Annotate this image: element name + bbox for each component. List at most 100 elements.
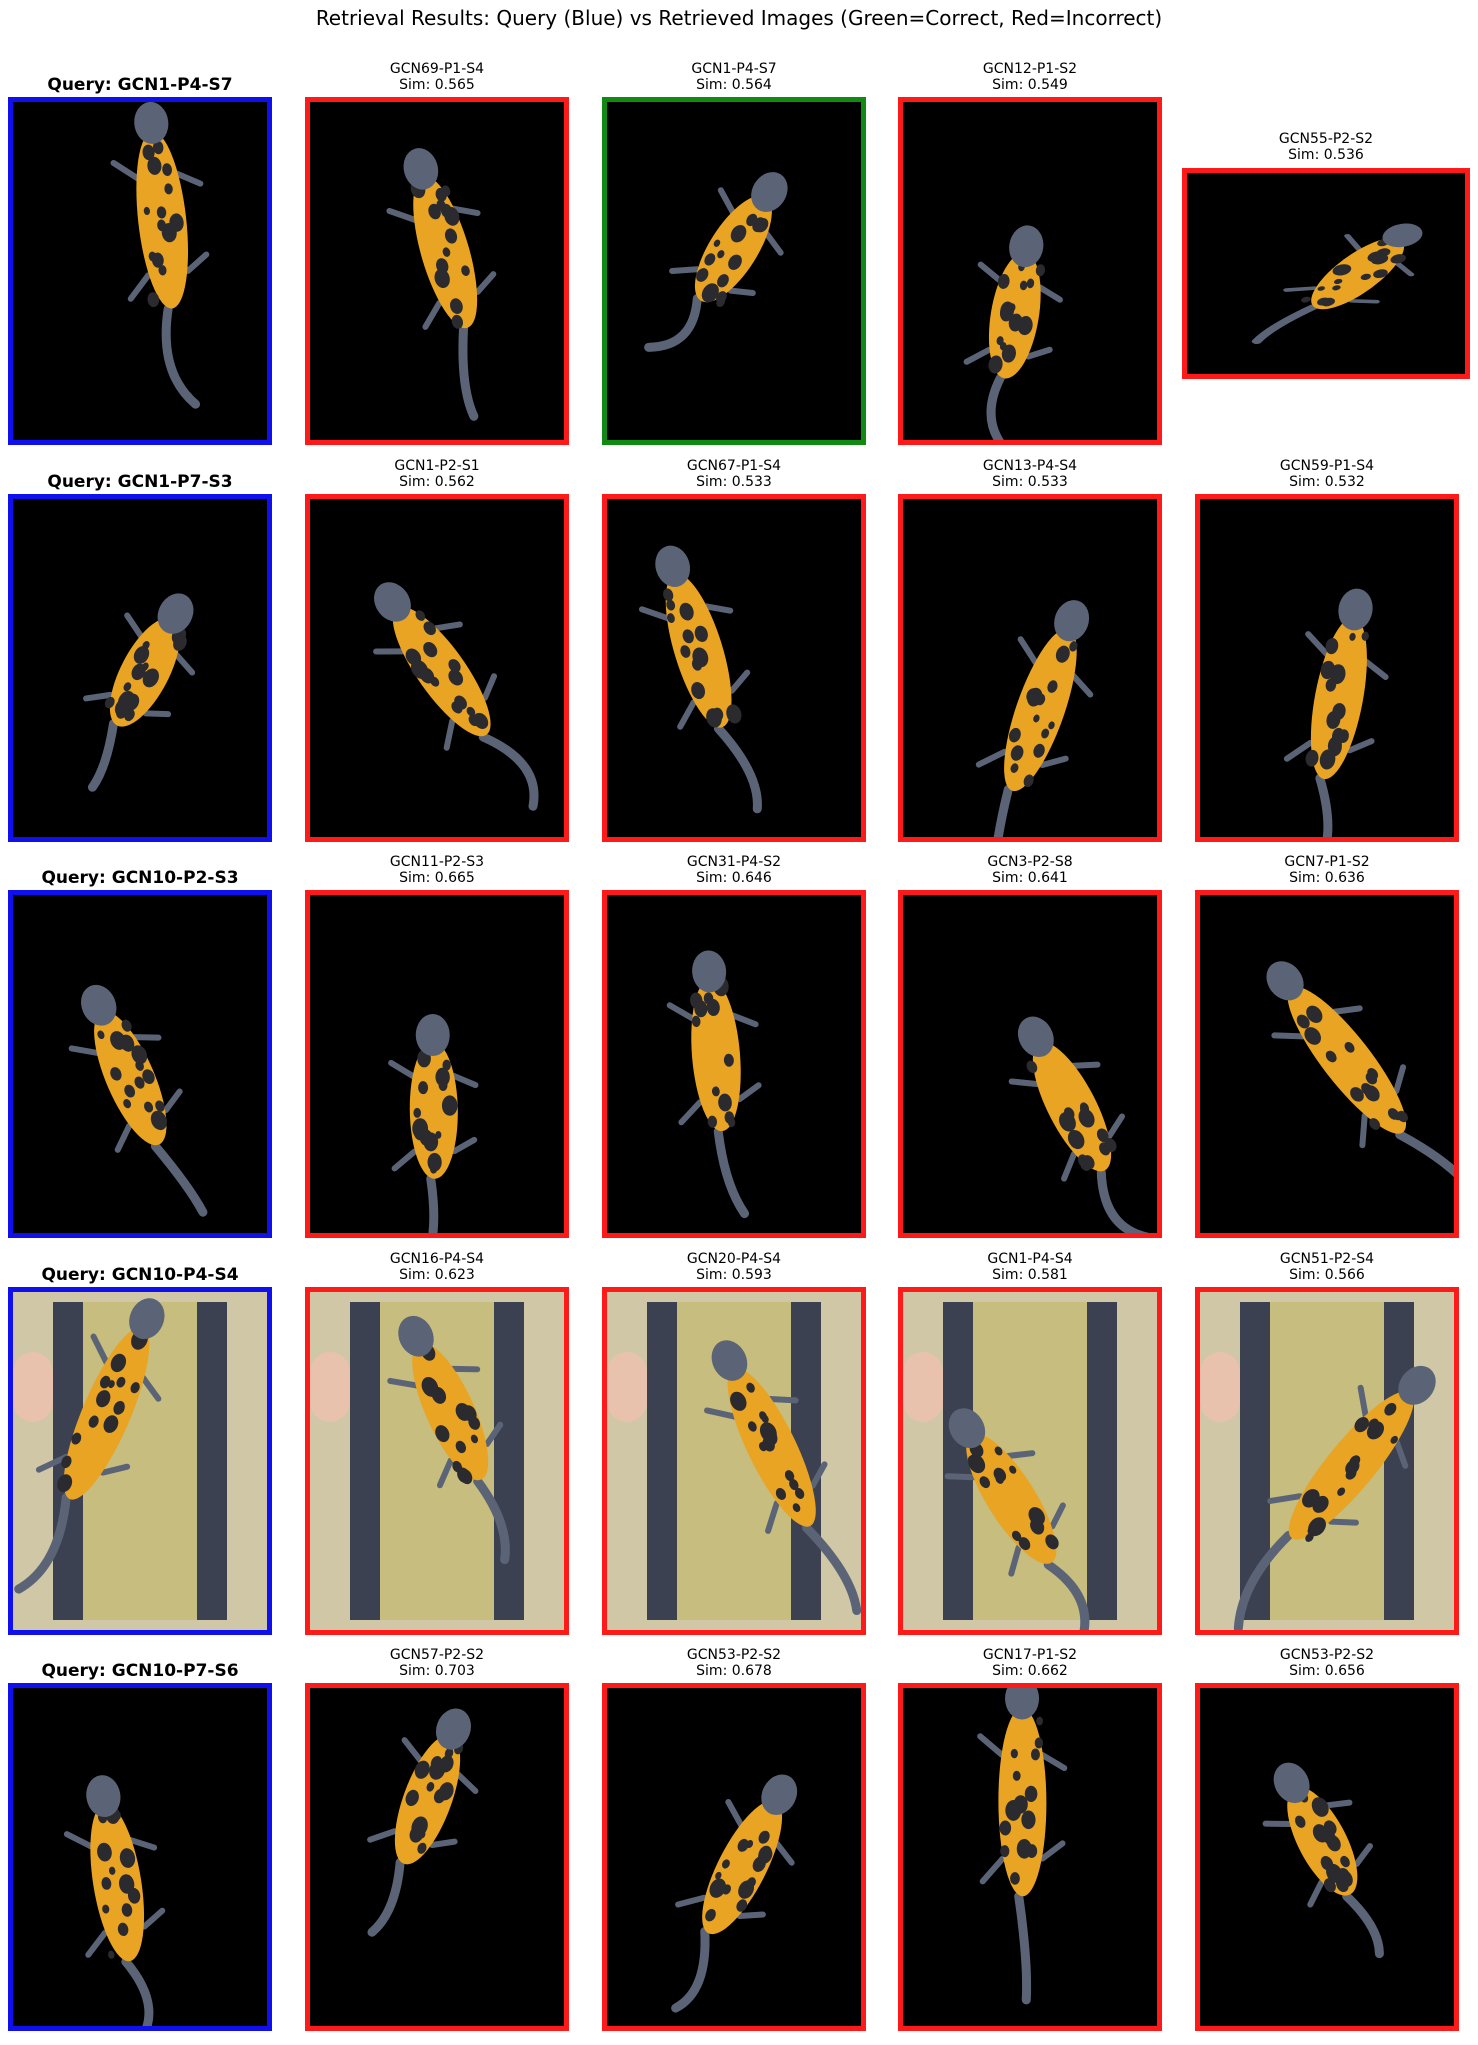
similarity-score: Sim: 0.566 — [1289, 1267, 1365, 1283]
newt-photo — [367, 1708, 479, 1937]
retrieved-id: GCN7-P1-S2 — [1284, 854, 1370, 870]
similarity-score: Sim: 0.593 — [696, 1267, 772, 1283]
query-cell: Query: GCN1-P4-S7 — [8, 55, 272, 455]
retrieved-image — [1195, 494, 1459, 842]
newt-photo — [607, 1292, 861, 1630]
retrieved-image — [305, 1683, 569, 2031]
query-image — [8, 1287, 272, 1635]
retrieved-cell: GCN57-P2-S2 Sim: 0.703 — [305, 1641, 569, 2041]
retrieved-image — [898, 1683, 1162, 2031]
retrieved-image — [602, 1683, 866, 2031]
retrieved-cell: GCN13-P4-S4 Sim: 0.533 — [898, 452, 1162, 852]
query-cell: Query: GCN1-P7-S3 — [8, 452, 272, 852]
retrieved-id: GCN57-P2-S2 — [389, 1647, 485, 1663]
retrieved-caption: GCN13-P4-S4 Sim: 0.533 — [898, 458, 1162, 490]
newt-photo — [373, 582, 539, 811]
newt-photo — [977, 1688, 1068, 2005]
similarity-score: Sim: 0.562 — [399, 474, 475, 490]
retrieved-caption: GCN1-P4-S4 Sim: 0.581 — [898, 1251, 1162, 1283]
retrieved-caption: GCN53-P2-S2 Sim: 0.678 — [602, 1647, 866, 1679]
result-row: Query: GCN1-P7-S3 GCN1-P2-S1 Sim: 0.562 G… — [0, 452, 1478, 852]
query-image — [8, 97, 272, 445]
newt-photo — [388, 1014, 479, 1233]
retrieved-id: GCN59-P1-S4 — [1279, 458, 1375, 474]
retrieved-cell: GCN53-P2-S2 Sim: 0.678 — [602, 1641, 866, 2041]
result-row: Query: GCN1-P4-S7 GCN69-P1-S4 Sim: 0.565 … — [0, 55, 1478, 455]
newt-photo — [644, 172, 788, 352]
retrieved-caption: GCN17-P1-S2 Sim: 0.662 — [898, 1647, 1162, 1679]
query-label: Query: GCN10-P2-S3 — [41, 868, 239, 888]
newt-photo — [1200, 1292, 1454, 1630]
retrieved-image — [898, 97, 1162, 445]
newt-photo — [386, 148, 497, 421]
newt-photo — [1262, 1762, 1384, 1959]
query-label: Query: GCN10-P7-S6 — [41, 1661, 239, 1681]
query-cell: Query: GCN10-P4-S4 — [8, 1245, 272, 1645]
retrieved-caption: GCN67-P1-S4 Sim: 0.533 — [602, 458, 866, 490]
retrieved-image — [602, 1287, 866, 1635]
query-label: Query: GCN1-P4-S7 — [47, 75, 233, 95]
retrieved-image — [898, 1287, 1162, 1635]
retrieved-caption: GCN53-P2-S2 Sim: 0.656 — [1195, 1647, 1459, 1679]
newt-photo — [83, 593, 196, 792]
retrieved-cell: GCN31-P4-S2 Sim: 0.646 — [602, 848, 866, 1248]
retrieved-caption: GCN11-P2-S3 Sim: 0.665 — [305, 854, 569, 886]
retrieved-image — [1195, 1683, 1459, 2031]
retrieved-caption: GCN51-P2-S4 Sim: 0.566 — [1195, 1251, 1459, 1283]
retrieved-id: GCN1-P4-S4 — [987, 1251, 1073, 1267]
query-image — [8, 494, 272, 842]
newt-photo — [1008, 1016, 1152, 1233]
retrieved-id: GCN11-P2-S3 — [389, 854, 485, 870]
retrieved-cell: GCN3-P2-S8 Sim: 0.641 — [898, 848, 1162, 1248]
retrieved-caption: GCN20-P4-S4 Sim: 0.593 — [602, 1251, 866, 1283]
similarity-score: Sim: 0.656 — [1289, 1663, 1365, 1679]
similarity-score: Sim: 0.533 — [696, 474, 772, 490]
retrieved-image — [602, 494, 866, 842]
retrieved-cell: GCN16-P4-S4 Sim: 0.623 — [305, 1245, 569, 1645]
newt-photo — [963, 225, 1063, 440]
retrieved-image — [1195, 890, 1459, 1238]
retrieved-caption: GCN12-P1-S2 Sim: 0.549 — [898, 61, 1162, 93]
retrieved-cell: GCN59-P1-S4 Sim: 0.532 — [1195, 452, 1459, 852]
retrieved-cell: GCN51-P2-S4 Sim: 0.566 — [1195, 1245, 1459, 1645]
retrieved-id: GCN51-P2-S4 — [1279, 1251, 1375, 1267]
retrieved-id: GCN16-P4-S4 — [389, 1251, 485, 1267]
retrieved-image — [602, 890, 866, 1238]
similarity-score: Sim: 0.623 — [399, 1267, 475, 1283]
result-row: Query: GCN10-P7-S6 GCN57-P2-S2 Sim: 0.703… — [0, 1641, 1478, 2041]
similarity-score: Sim: 0.662 — [992, 1663, 1068, 1679]
retrieved-cell: GCN67-P1-S4 Sim: 0.533 — [602, 452, 866, 852]
newt-photo — [975, 600, 1094, 837]
similarity-score: Sim: 0.565 — [399, 77, 475, 93]
newt-photo — [1251, 223, 1423, 345]
retrieved-image — [1182, 168, 1470, 379]
similarity-score: Sim: 0.703 — [399, 1663, 475, 1679]
retrieved-caption: GCN1-P2-S1 Sim: 0.562 — [305, 458, 569, 490]
result-row: Query: GCN10-P4-S4 GCN16-P4-S4 Sim: 0.623 — [0, 1245, 1478, 1645]
similarity-score: Sim: 0.641 — [992, 870, 1068, 886]
newt-photo — [638, 545, 762, 814]
retrieved-cell: GCN20-P4-S4 Sim: 0.593 — [602, 1245, 866, 1645]
retrieved-id: GCN53-P2-S2 — [1279, 1647, 1375, 1663]
query-image — [8, 890, 272, 1238]
similarity-score: Sim: 0.646 — [696, 870, 772, 886]
retrieved-id: GCN69-P1-S4 — [389, 61, 485, 77]
query-cell: Query: GCN10-P7-S6 — [8, 1641, 272, 2041]
query-image — [8, 1683, 272, 2031]
newt-photo — [63, 1775, 166, 2026]
retrieved-cell: GCN17-P1-S2 Sim: 0.662 — [898, 1641, 1162, 2041]
retrieved-image — [305, 97, 569, 445]
retrieved-cell: GCN53-P2-S2 Sim: 0.656 — [1195, 1641, 1459, 2041]
newt-photo — [1283, 588, 1389, 837]
retrieved-caption: GCN57-P2-S2 Sim: 0.703 — [305, 1647, 569, 1679]
retrieved-image — [1195, 1287, 1459, 1635]
newt-photo — [310, 1292, 564, 1630]
retrieved-caption: GCN1-P4-S7 Sim: 0.564 — [602, 61, 866, 93]
retrieved-id: GCN55-P2-S2 — [1278, 131, 1374, 147]
similarity-score: Sim: 0.636 — [1289, 870, 1365, 886]
retrieved-cell: GCN12-P1-S2 Sim: 0.549 — [898, 55, 1162, 455]
query-label: Query: GCN1-P7-S3 — [47, 472, 233, 492]
retrieved-caption: GCN16-P4-S4 Sim: 0.623 — [305, 1251, 569, 1283]
figure-title: Retrieval Results: Query (Blue) vs Retri… — [315, 6, 1163, 30]
similarity-score: Sim: 0.581 — [992, 1267, 1068, 1283]
